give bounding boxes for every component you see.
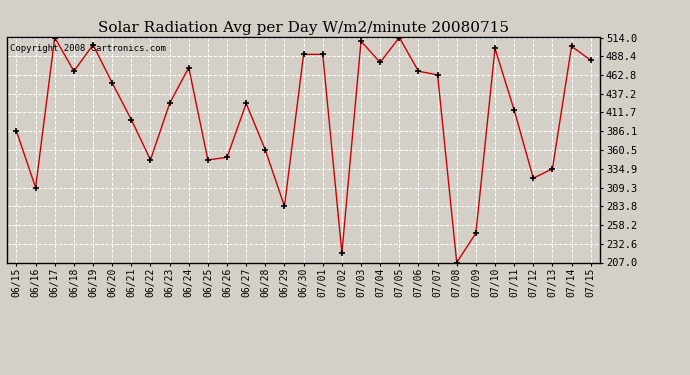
Text: Copyright 2008 Cartronics.com: Copyright 2008 Cartronics.com (10, 44, 166, 53)
Title: Solar Radiation Avg per Day W/m2/minute 20080715: Solar Radiation Avg per Day W/m2/minute … (98, 21, 509, 35)
